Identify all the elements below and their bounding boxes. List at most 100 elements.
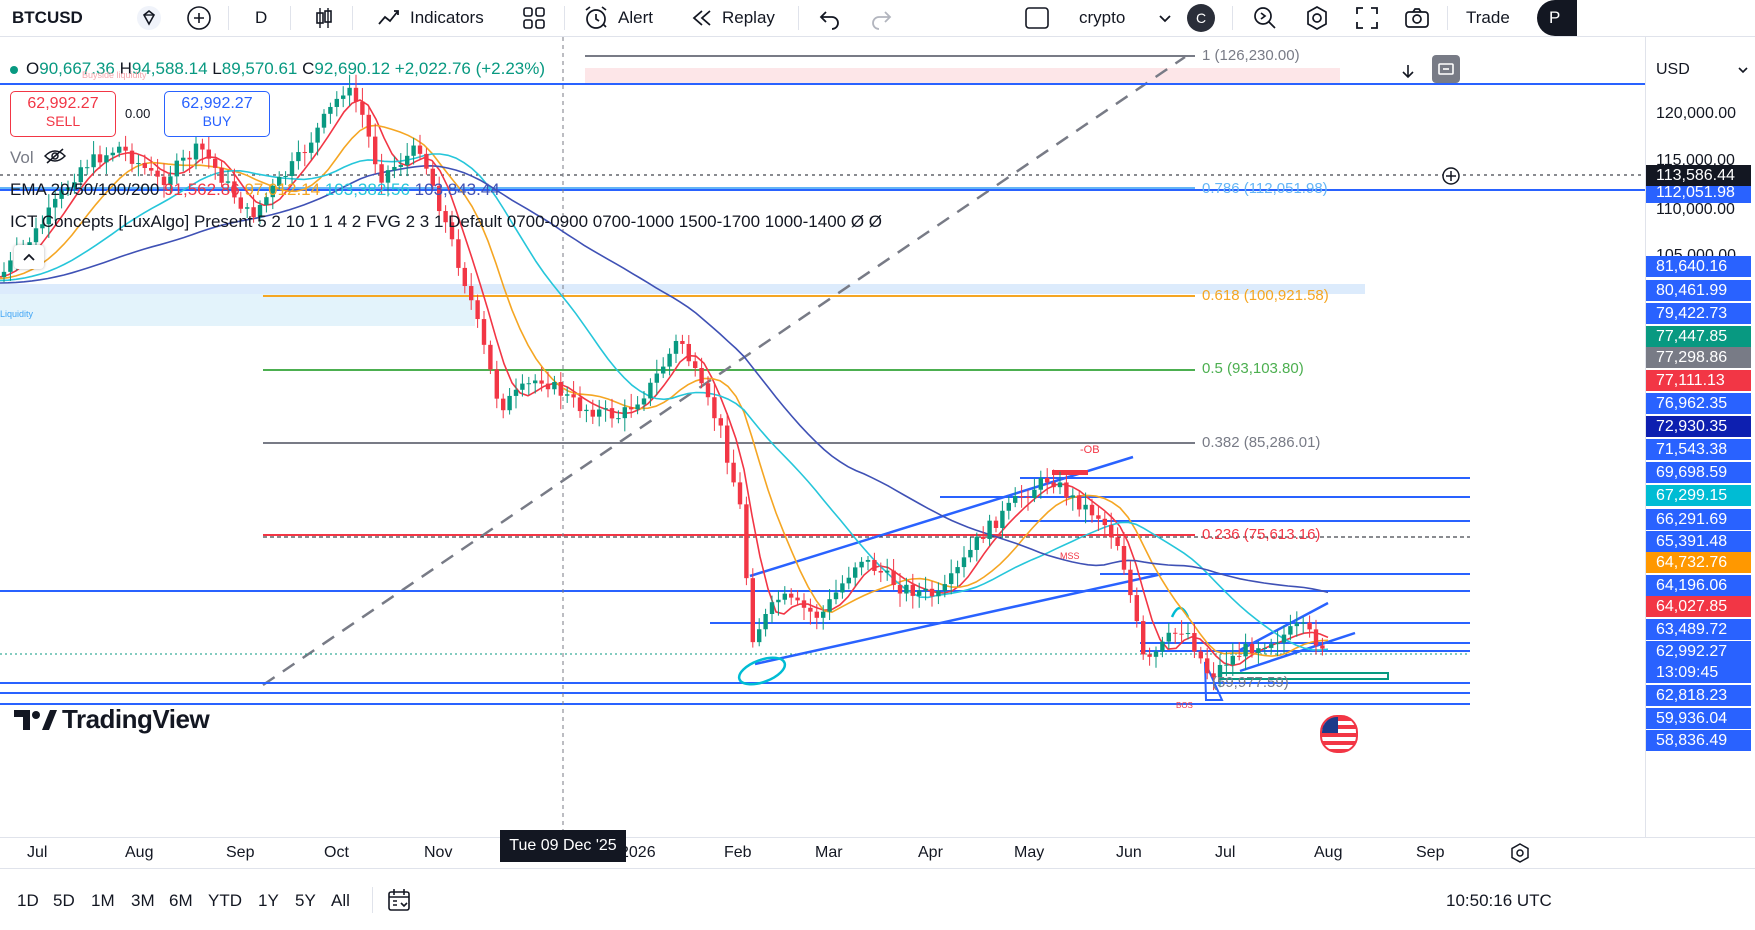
candle-body <box>1269 644 1274 648</box>
candle-body <box>481 319 487 345</box>
auto-scale-icon[interactable] <box>1432 55 1460 83</box>
currency-selector[interactable]: USD <box>1650 57 1754 83</box>
redo-icon[interactable] <box>869 0 893 36</box>
range-6m[interactable]: 6M <box>169 891 193 910</box>
candle-body <box>686 343 691 362</box>
price-tag: 65,391.48 <box>1646 531 1751 552</box>
candle-body <box>456 239 461 268</box>
alert-label: Alert <box>618 8 653 27</box>
candle-body <box>795 597 800 601</box>
range-all[interactable]: All <box>331 891 350 910</box>
candle-body <box>584 409 589 412</box>
watchlist-badge[interactable]: C <box>1187 0 1215 36</box>
price-scale[interactable]: USD 120,000.00 115,000.00 110,000.00 105… <box>1645 37 1755 837</box>
calendar-range-icon[interactable] <box>386 887 412 918</box>
camera-icon[interactable] <box>1403 0 1431 36</box>
candle-body <box>475 300 480 320</box>
candle-body <box>949 573 954 585</box>
chart-canvas[interactable] <box>0 37 1645 837</box>
close-value: 92,690.12 <box>314 59 391 78</box>
candle-body <box>187 157 192 160</box>
quick-search-icon[interactable] <box>1251 0 1279 36</box>
layout-icon[interactable] <box>1024 0 1050 36</box>
profile-button[interactable]: P <box>1537 0 1577 36</box>
candle-body <box>1313 629 1319 646</box>
us-flag-icon <box>1320 715 1358 753</box>
candle-body <box>1294 623 1299 627</box>
fullscreen-icon[interactable] <box>1354 0 1380 36</box>
candle-body <box>417 145 423 154</box>
price-tag: 76,962.35 <box>1646 393 1751 414</box>
time-scale[interactable]: Jul Aug Sep Oct Nov 2026 Feb Mar Apr May… <box>0 830 1755 868</box>
candle-body <box>462 267 467 287</box>
trade-button[interactable]: Trade <box>1466 0 1510 36</box>
candle-body <box>814 611 819 618</box>
eye-hidden-icon[interactable] <box>44 148 67 169</box>
candle-body <box>129 150 135 164</box>
interval-button[interactable]: D <box>255 0 267 36</box>
candle-body <box>1147 654 1152 657</box>
candle-body <box>149 168 154 171</box>
price-tag: 64,196.06 <box>1646 575 1751 596</box>
candle-body <box>200 143 205 150</box>
candle-body <box>904 584 909 594</box>
candle-body <box>808 607 813 612</box>
time-label: May <box>1014 844 1045 861</box>
candle-body <box>8 260 13 272</box>
time-label: 2026 <box>620 844 656 861</box>
candle-body <box>648 382 653 399</box>
range-5d[interactable]: 5D <box>53 891 75 910</box>
indicators-button[interactable]: Indicators <box>376 0 484 36</box>
candle-body <box>673 340 679 354</box>
range-ytd[interactable]: YTD <box>208 891 242 910</box>
candle-body <box>1237 655 1242 657</box>
time-settings-icon[interactable] <box>1508 841 1532 865</box>
candle-body <box>981 536 986 539</box>
candle-body <box>872 559 877 571</box>
range-5y[interactable]: 5Y <box>295 891 316 910</box>
range-1y[interactable]: 1Y <box>258 891 279 910</box>
candle-body <box>712 397 717 419</box>
candle-body <box>763 614 768 630</box>
price-tag: 62,818.23 <box>1646 685 1751 706</box>
range-1d[interactable]: 1D <box>17 891 39 910</box>
candle-type-icon[interactable] <box>311 0 337 36</box>
buy-button[interactable]: 62,992.27 BUY <box>164 91 270 137</box>
undo-icon[interactable] <box>818 0 842 36</box>
templates-icon[interactable] <box>521 0 547 36</box>
utc-clock[interactable]: 10:50:16 UTC <box>1446 891 1552 910</box>
liquidity-label: Liquidity <box>0 309 34 319</box>
collapse-legend-button[interactable] <box>14 245 44 269</box>
brand-name: TradingView <box>62 704 210 734</box>
scroll-to-latest-icon[interactable] <box>1396 59 1420 83</box>
alert-button[interactable]: Alert <box>582 0 653 36</box>
candle-body <box>641 398 647 405</box>
candle-body <box>449 222 455 240</box>
candle-body <box>213 158 218 168</box>
watchlist-button[interactable]: crypto <box>1079 0 1125 36</box>
chevron-down-icon[interactable] <box>1157 0 1173 36</box>
candle-body <box>539 380 544 384</box>
candle-body <box>699 368 704 384</box>
compare-symbol-icon[interactable] <box>186 0 212 36</box>
candle-body <box>840 583 845 593</box>
fib-price-tag: 112,051.98 <box>1646 182 1751 203</box>
crosshair-add-icon[interactable] <box>1440 165 1462 187</box>
range-3m[interactable]: 3M <box>131 891 155 910</box>
candle-body <box>744 504 749 579</box>
fib-label-0382: 0.382 (85,286.01) <box>1202 434 1321 451</box>
candle-body <box>885 570 890 573</box>
favorite-icon[interactable] <box>136 0 162 36</box>
replay-button[interactable]: Replay <box>690 0 775 36</box>
candle-body <box>347 87 352 96</box>
order-block-mark <box>1052 470 1088 475</box>
range-1m[interactable]: 1M <box>91 891 115 910</box>
price-tag: 81,640.16 <box>1646 256 1751 277</box>
settings-icon[interactable] <box>1303 0 1331 36</box>
sell-button[interactable]: 62,992.27 SELL <box>10 91 116 137</box>
candle-body <box>910 584 915 596</box>
symbol-search[interactable]: BTCUSD <box>12 0 83 36</box>
candle-body <box>1013 496 1018 503</box>
chart-pane[interactable]: O90,667.36 H94,588.14 L89,570.61 C92,690… <box>0 37 1645 837</box>
candle-body <box>545 383 551 390</box>
